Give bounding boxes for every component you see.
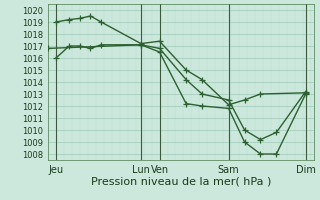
X-axis label: Pression niveau de la mer( hPa ): Pression niveau de la mer( hPa ) [91, 176, 271, 186]
